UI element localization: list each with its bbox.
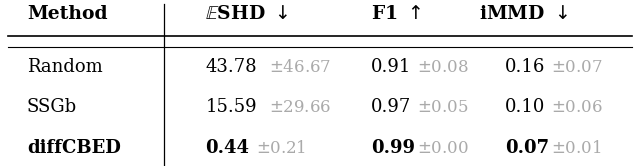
Text: 0.91: 0.91 [371,58,412,76]
Text: $\pm$0.06: $\pm$0.06 [550,99,602,116]
Text: 0.99: 0.99 [371,139,415,157]
Text: $\pm$0.01: $\pm$0.01 [550,140,601,157]
Text: $\pm$46.67: $\pm$46.67 [269,59,332,76]
Text: $\mathbb{E}$SHD $\downarrow$: $\mathbb{E}$SHD $\downarrow$ [205,5,289,23]
Text: F1 $\uparrow$: F1 $\uparrow$ [371,5,422,23]
Text: $\pm$0.07: $\pm$0.07 [550,59,602,76]
Text: $\pm$0.21: $\pm$0.21 [256,140,307,157]
Text: $\pm$0.08: $\pm$0.08 [417,59,468,76]
Text: SSGb: SSGb [27,98,77,116]
Text: 0.97: 0.97 [371,98,412,116]
Text: 0.07: 0.07 [505,139,549,157]
Text: Random: Random [27,58,102,76]
Text: Method: Method [27,5,108,23]
Text: $\pm$29.66: $\pm$29.66 [269,99,331,116]
Text: diffCBED: diffCBED [27,139,121,157]
Text: 0.10: 0.10 [505,98,545,116]
Text: iMMD $\downarrow$: iMMD $\downarrow$ [479,5,568,23]
Text: 15.59: 15.59 [205,98,257,116]
Text: 0.16: 0.16 [505,58,545,76]
Text: 0.44: 0.44 [205,139,250,157]
Text: $\pm$0.05: $\pm$0.05 [417,99,468,116]
Text: $\pm$0.00: $\pm$0.00 [417,140,468,157]
Text: 43.78: 43.78 [205,58,257,76]
